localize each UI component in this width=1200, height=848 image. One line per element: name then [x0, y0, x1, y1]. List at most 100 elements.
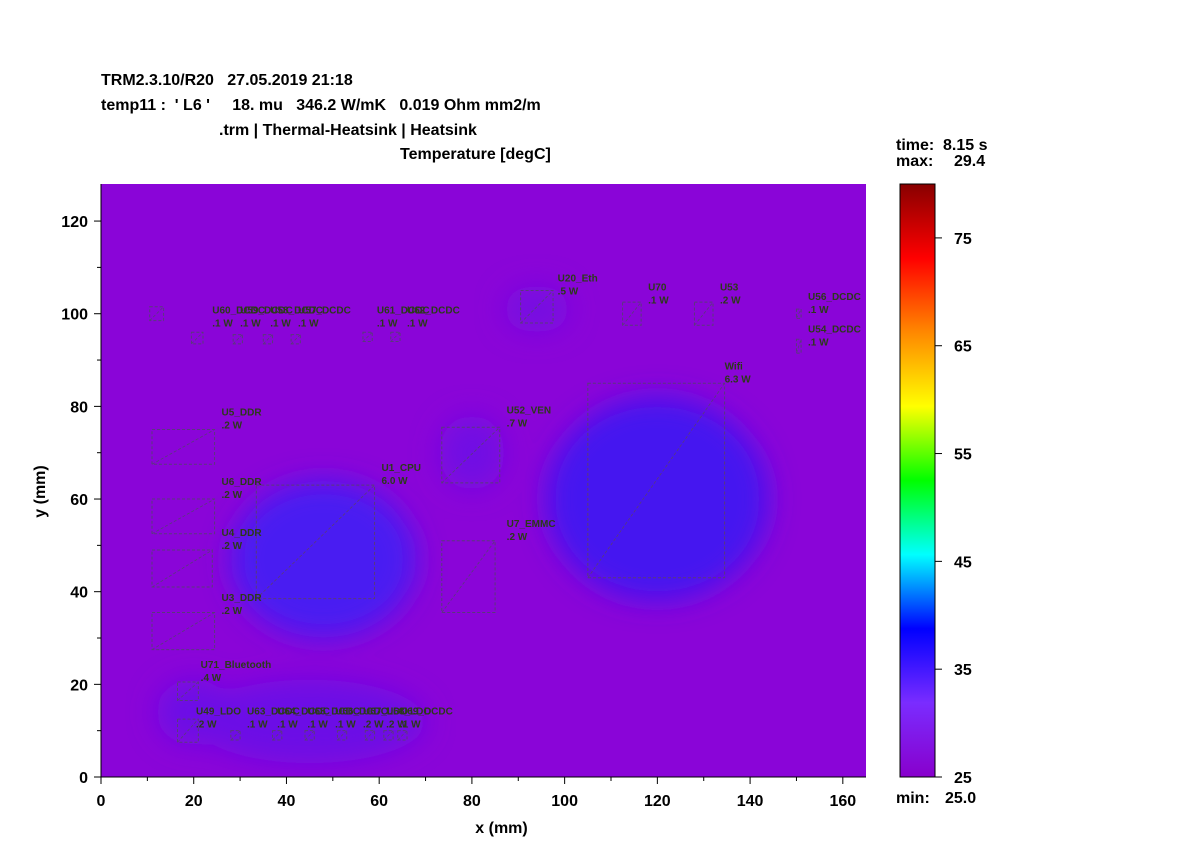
colorbar-gradient: [899, 183, 936, 778]
component-name: U67_LDO: [363, 706, 408, 717]
component-power: .1 W: [377, 319, 398, 330]
component-outline: [520, 290, 554, 324]
component-name: U4_DDR: [222, 528, 263, 539]
component-diagonal: [362, 331, 373, 342]
y-tick-label: 60: [70, 492, 88, 509]
x-tick-label: 80: [463, 793, 481, 810]
component-outline: [390, 331, 401, 343]
component-diagonal: [191, 331, 204, 345]
x-tick-label: 160: [829, 793, 856, 810]
component-power: .1 W: [407, 319, 428, 330]
component-name: U71_Bluetooth: [201, 660, 272, 671]
component-name: U62_DCDC: [407, 306, 460, 317]
hotspot: [546, 397, 769, 601]
x-tick-label: 0: [97, 793, 106, 810]
component-power: .1 W: [270, 319, 291, 330]
component-power: .1 W: [247, 719, 268, 730]
component-outline: [795, 338, 802, 354]
component-power: .2 W: [720, 296, 741, 307]
component-power: 6.3 W: [725, 374, 752, 385]
component-diagonal: [151, 612, 215, 650]
component-outline: [230, 730, 241, 741]
hotspot: [230, 480, 417, 639]
component-outline: [364, 730, 376, 741]
component-outline: [149, 306, 165, 322]
component-outline: [190, 331, 204, 345]
component-diagonal: [364, 730, 375, 741]
component-diagonal: [304, 730, 315, 741]
component-layer: [149, 290, 802, 743]
component-power: .1 W: [808, 337, 829, 348]
component-power: .1 W: [212, 319, 233, 330]
component-name: U3_DDR: [222, 593, 263, 604]
component-power: .2 W: [222, 490, 243, 501]
component-diagonal: [149, 306, 164, 321]
colorbar-tick-label: 65: [954, 339, 972, 356]
component-diagonal: [177, 718, 199, 743]
component-name: U5_DDR: [222, 408, 263, 419]
colorbar-tick-label: 75: [954, 231, 972, 248]
component-name: U65_DCDC: [307, 706, 360, 717]
x-tick-label: 40: [278, 793, 296, 810]
component-diagonal: [390, 331, 401, 342]
colorbar-tick-label: 55: [954, 447, 972, 464]
run-info-line: TRM2.3.10/R20 27.05.2019 21:18: [101, 72, 353, 89]
component-name: U7_EMMC: [507, 519, 556, 530]
component-outline: [441, 426, 501, 484]
component-power: .2 W: [222, 606, 243, 617]
component-power: .1 W: [277, 719, 298, 730]
x-axis-label: x (mm): [475, 820, 527, 837]
component-diagonal: [290, 334, 301, 345]
component-diagonal: [256, 484, 375, 599]
component-diagonal: [796, 339, 802, 354]
y-tick-label: 80: [70, 399, 88, 416]
component-outline: [587, 382, 726, 579]
component-power: .4 W: [201, 673, 222, 684]
component-outline: [255, 484, 376, 600]
component-name: U61_DCDC: [377, 306, 430, 317]
component-diagonal: [262, 334, 273, 345]
component-outline: [177, 718, 199, 743]
component-outline: [304, 730, 315, 741]
component-power: 6.0 W: [382, 476, 409, 487]
component-name: U59_DCDC: [240, 306, 293, 317]
component-name: U63_DCDC: [247, 706, 300, 717]
component-power: .2 W: [386, 719, 407, 730]
hotspot: [439, 415, 505, 490]
hotspot: [193, 679, 426, 764]
time-value: 8.15 s: [943, 137, 988, 154]
x-tick-label: 140: [737, 793, 764, 810]
y-axis-label: y (mm): [32, 465, 49, 517]
y-tick-label: 100: [61, 307, 88, 324]
component-name: U60_DCDC: [212, 306, 265, 317]
component-power: .2 W: [363, 719, 384, 730]
component-power: .2 W: [222, 421, 243, 432]
x-tick-label: 120: [644, 793, 671, 810]
component-outline: [151, 429, 216, 465]
x-tick-label: 60: [370, 793, 388, 810]
component-name: U64_DCDC: [277, 706, 330, 717]
component-name: U20_Eth: [558, 273, 598, 284]
component-power: .2 W: [222, 541, 243, 552]
component-outline: [262, 334, 274, 345]
component-outline: [693, 301, 714, 326]
component-name: U69_DCDC: [400, 706, 453, 717]
component-outline: [232, 334, 243, 345]
component-outline: [622, 301, 642, 326]
component-diagonal: [151, 429, 215, 465]
component-outline: [336, 730, 348, 741]
component-outline: [272, 730, 283, 741]
component-power: .1 W: [335, 719, 356, 730]
max-label: max:: [896, 153, 934, 170]
component-power: .5 W: [558, 286, 579, 297]
y-tick-label: 40: [70, 585, 88, 602]
x-tick-label: 100: [551, 793, 578, 810]
component-name: Wifi: [725, 361, 743, 372]
component-diagonal: [520, 290, 554, 324]
component-name: U57_DCDC: [298, 306, 351, 317]
component-outline: [397, 730, 408, 741]
component-power: .2 W: [196, 719, 217, 730]
min-value: 25.0: [945, 790, 977, 807]
hotspot: [156, 679, 231, 745]
component-power: .1 W: [808, 305, 829, 316]
